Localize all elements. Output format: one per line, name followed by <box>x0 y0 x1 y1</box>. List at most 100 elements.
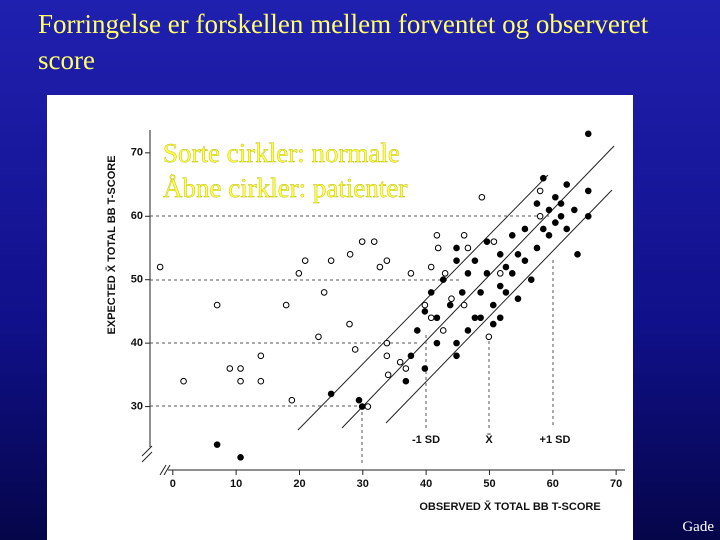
point <box>533 200 541 207</box>
point <box>496 314 504 322</box>
point <box>521 257 529 264</box>
point <box>355 396 363 404</box>
point <box>257 377 265 385</box>
x-tick-label: 20 <box>293 478 305 490</box>
point <box>483 270 491 277</box>
x-axis-label: OBSERVED X̄ TOTAL BB T-SCORE <box>419 501 600 513</box>
point <box>433 314 441 322</box>
axis-break <box>163 464 171 476</box>
point <box>257 352 265 360</box>
point <box>514 295 522 303</box>
axis-break <box>141 445 153 457</box>
point <box>383 352 391 360</box>
y-tick-label: 30 <box>131 400 143 412</box>
reference-line <box>341 145 615 429</box>
point <box>508 231 516 239</box>
point <box>496 251 504 258</box>
point <box>563 181 571 188</box>
x-tick-label: 30 <box>357 478 369 490</box>
point <box>439 276 447 284</box>
point <box>545 206 553 214</box>
point <box>584 212 592 220</box>
point <box>402 365 410 372</box>
axis-break <box>141 451 153 463</box>
sd-label: -1 SD <box>412 434 440 446</box>
point <box>441 270 449 277</box>
point <box>180 377 187 385</box>
point <box>508 270 516 277</box>
point <box>237 454 244 461</box>
sd-label: X̄ <box>485 434 493 446</box>
point <box>315 333 322 341</box>
point <box>237 365 244 372</box>
point <box>514 251 522 258</box>
point <box>351 346 359 353</box>
point <box>358 403 366 410</box>
point <box>421 308 429 315</box>
point <box>557 200 565 207</box>
x-tick-label: 0 <box>170 478 176 490</box>
point <box>464 270 472 277</box>
point <box>282 301 290 309</box>
point <box>301 257 309 264</box>
point <box>346 320 353 328</box>
slide-title: Forringelse er forskellen mellem forvent… <box>38 9 649 75</box>
x-tick-label: 70 <box>610 478 622 490</box>
point <box>453 352 460 360</box>
point <box>402 377 410 385</box>
annotation: Åbne cirkler: patienter <box>163 173 407 203</box>
x-tick-label: 60 <box>547 478 559 490</box>
point <box>376 263 384 271</box>
point <box>460 231 468 239</box>
point <box>421 301 429 309</box>
point <box>446 301 454 309</box>
y-tick-label: 70 <box>131 147 143 159</box>
chart-panel <box>47 95 633 540</box>
point <box>536 212 544 220</box>
point <box>483 238 491 245</box>
point <box>540 225 547 233</box>
axis-break <box>159 464 167 476</box>
point <box>563 225 571 233</box>
point <box>433 231 441 239</box>
point <box>521 225 529 233</box>
point <box>407 352 415 360</box>
point <box>427 289 435 296</box>
point <box>346 251 354 258</box>
point <box>485 333 493 341</box>
point <box>490 238 498 245</box>
point <box>464 327 472 334</box>
point <box>383 257 391 264</box>
reference-line <box>385 189 613 424</box>
point <box>434 244 442 252</box>
point <box>320 289 328 296</box>
point <box>453 257 460 264</box>
point <box>370 238 378 245</box>
y-tick-label: 60 <box>131 210 143 222</box>
point <box>364 403 372 410</box>
point <box>358 238 366 245</box>
x-tick-label: 40 <box>420 478 432 490</box>
point <box>536 187 544 195</box>
point <box>584 130 592 138</box>
point <box>471 314 479 322</box>
point <box>571 206 578 214</box>
y-tick-label: 40 <box>131 337 143 349</box>
point <box>478 193 486 201</box>
point <box>421 365 429 372</box>
x-tick-label: 50 <box>483 478 495 490</box>
point <box>502 263 510 271</box>
point <box>496 282 504 290</box>
point <box>413 327 421 334</box>
point <box>574 251 581 258</box>
point <box>213 441 221 448</box>
point <box>383 339 391 347</box>
point <box>489 320 497 328</box>
point <box>156 263 164 271</box>
point <box>464 244 472 252</box>
point <box>427 263 435 271</box>
point <box>327 390 335 398</box>
point <box>295 270 303 277</box>
